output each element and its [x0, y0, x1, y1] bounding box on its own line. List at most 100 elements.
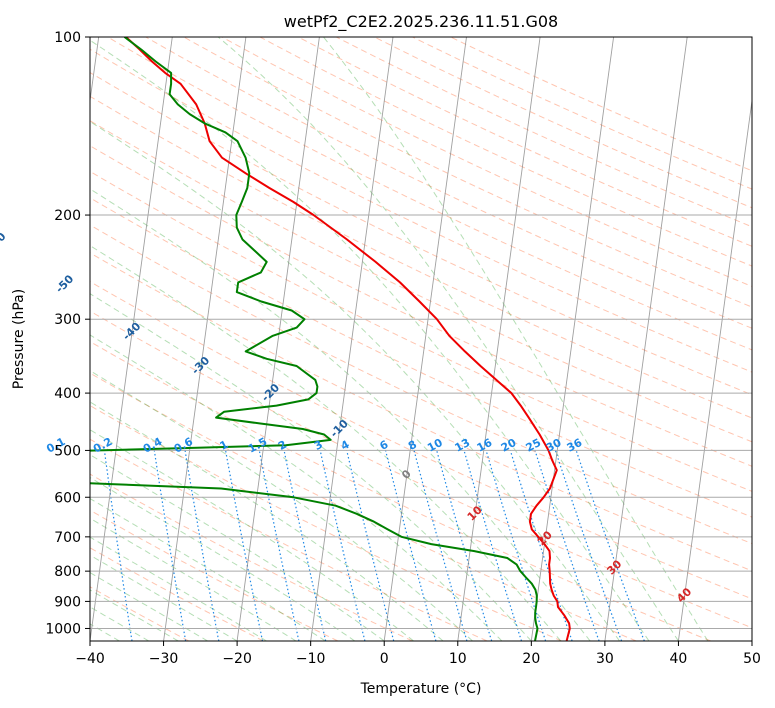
- dry-adiabat-line: [90, 120, 752, 443]
- x-axis-label: Temperature (°C): [360, 681, 482, 697]
- mixing-ratio-label: 20: [499, 436, 519, 455]
- mixing-ratio-line: [554, 450, 623, 641]
- dry-adiabat-line: [258, 37, 752, 267]
- isotherm-label: 30: [604, 557, 624, 577]
- isotherm-line: [677, 97, 752, 641]
- moist-adiabat-line: [90, 554, 238, 641]
- mixing-ratio-label: 1.5: [246, 435, 269, 456]
- isotherm-line: [383, 37, 467, 641]
- mixing-ratio-label: 25: [524, 436, 544, 455]
- moist-adiabat-line: [90, 536, 267, 641]
- dry-adiabat-line: [90, 547, 264, 641]
- isotherm-line: [310, 37, 394, 641]
- y-tick-label: 200: [54, 208, 81, 224]
- dry-adiabat-line: [90, 280, 752, 600]
- moist-adiabat-line: [323, 37, 709, 641]
- isotherm-label: -60: [0, 230, 9, 253]
- dry-adiabat-line: [449, 37, 752, 172]
- mixing-ratio-label: 0.2: [91, 435, 114, 456]
- mixing-ratio-line: [509, 450, 573, 641]
- y-tick-label: 400: [54, 386, 81, 402]
- moist-adiabat-line: [90, 120, 620, 641]
- x-tick-label: 30: [596, 651, 614, 667]
- y-tick-label: 300: [54, 312, 81, 328]
- mixing-ratio-line: [346, 450, 395, 641]
- y-tick-label: 500: [54, 443, 81, 459]
- x-tick-label: 40: [670, 651, 688, 667]
- isotherm-label: 0: [399, 467, 414, 482]
- moist-adiabat-line: [90, 244, 562, 641]
- background-lines: [90, 37, 752, 641]
- mixing-ratio-label: 36: [565, 436, 585, 455]
- mixing-ratio-label: 13: [453, 436, 473, 455]
- dry-adiabat-line: [90, 71, 752, 396]
- dry-adiabat-line: [90, 404, 562, 641]
- mixing-ratio-line: [258, 450, 300, 641]
- moist-adiabat-line: [90, 517, 297, 641]
- moist-adiabat-line: [217, 37, 679, 641]
- isotherm-line: [751, 637, 752, 641]
- x-tick-label: −40: [75, 651, 105, 667]
- chart-title: wetPf2_C2E2.2025.236.11.51.G08: [284, 12, 558, 32]
- dewpoint-profile-line: [90, 37, 539, 641]
- mixing-ratio-line: [225, 450, 264, 641]
- isotherm-label: -50: [53, 272, 76, 295]
- mixing-ratio-line: [534, 450, 600, 641]
- isotherm-label: -10: [328, 417, 351, 440]
- dry-adiabat-line: [90, 48, 752, 373]
- x-tick-label: −30: [149, 651, 179, 667]
- dry-adiabat-line: [90, 252, 752, 572]
- mixing-ratio-line: [575, 450, 645, 641]
- x-axis: −40 −30 −20 −10 0 10 20 30 40 50: [75, 641, 761, 667]
- dry-adiabat-line: [90, 224, 752, 545]
- plot-frame: [89, 36, 753, 642]
- moist-adiabat-line: [90, 572, 208, 641]
- mixing-ratio-label: 10: [425, 436, 445, 455]
- x-tick-label: −20: [222, 651, 252, 667]
- y-axis-label: Pressure (hPa): [11, 289, 27, 389]
- moist-adiabat-line: [90, 476, 356, 641]
- dry-adiabat-line: [90, 341, 711, 641]
- dry-adiabat-line: [106, 37, 752, 351]
- mixing-ratio-line: [103, 450, 133, 641]
- mixing-ratio-line: [319, 450, 366, 641]
- dry-adiabat-line: [90, 372, 637, 641]
- dry-adiabat-line: [90, 473, 413, 641]
- mixing-ratio-label: 0.4: [141, 435, 165, 456]
- y-tick-label: 800: [54, 564, 81, 580]
- grid-lines: [90, 37, 752, 629]
- mixing-ratio-label: 30: [544, 436, 564, 455]
- mixing-ratio-label: 16: [475, 436, 495, 455]
- mixing-ratio-line: [283, 450, 327, 641]
- x-tick-label: 20: [522, 651, 540, 667]
- isotherm-label: 40: [674, 585, 694, 605]
- moist-adiabat-line: [90, 454, 385, 641]
- isotherm-line: [457, 37, 541, 641]
- profile-series: [90, 37, 571, 641]
- dry-adiabat-line: [144, 37, 752, 329]
- moist-adiabat-line: [90, 589, 179, 641]
- y-tick-label: 600: [54, 490, 81, 506]
- y-tick-label: 700: [54, 530, 81, 546]
- x-tick-label: 50: [743, 651, 761, 667]
- isotherm-line: [236, 37, 320, 641]
- moist-adiabat-line: [90, 293, 532, 641]
- temperature-profile-line: [125, 37, 571, 641]
- moist-adiabat-line: [90, 334, 503, 641]
- dry-adiabat-line: [90, 586, 189, 641]
- x-tick-label: −10: [296, 651, 326, 667]
- mixing-ratio-label: 0.6: [172, 435, 196, 456]
- mixing-ratio-line: [413, 450, 468, 641]
- y-tick-label: 1000: [45, 621, 81, 637]
- isotherm-line: [163, 37, 247, 641]
- moist-adiabat-line: [90, 188, 591, 641]
- mixing-ratio-line: [385, 450, 437, 641]
- dry-adiabat-line: [90, 438, 488, 641]
- mixing-ratio-line: [485, 450, 547, 641]
- mixing-ratio-line: [463, 450, 523, 641]
- y-axis: 100 200 300 400 500 600 700 800 900 1000: [45, 30, 90, 637]
- mixing-ratio-line: [153, 450, 187, 641]
- x-tick-label: 0: [380, 651, 389, 667]
- dry-adiabat-line: [90, 145, 752, 467]
